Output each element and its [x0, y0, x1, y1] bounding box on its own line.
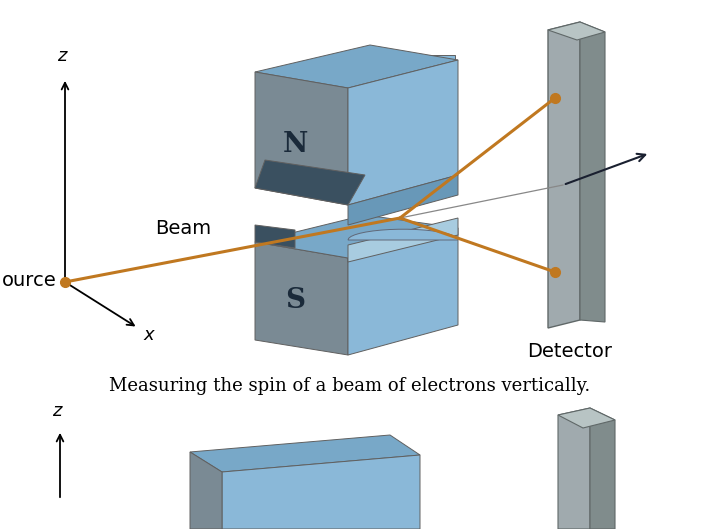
Text: S: S	[285, 287, 305, 314]
Text: Detector: Detector	[528, 342, 613, 361]
Polygon shape	[190, 435, 420, 472]
Polygon shape	[348, 218, 458, 262]
Polygon shape	[348, 60, 458, 205]
Polygon shape	[590, 408, 615, 529]
Polygon shape	[558, 408, 615, 428]
Text: z: z	[53, 402, 62, 420]
Text: N: N	[282, 132, 307, 159]
Text: Beam: Beam	[155, 218, 211, 238]
Text: Measuring the spin of a beam of electrons vertically.: Measuring the spin of a beam of electron…	[109, 377, 590, 395]
Text: ource: ource	[2, 270, 57, 289]
Polygon shape	[255, 45, 458, 88]
Polygon shape	[548, 22, 605, 40]
Polygon shape	[348, 228, 458, 355]
Polygon shape	[348, 175, 458, 225]
Polygon shape	[190, 452, 222, 529]
Polygon shape	[222, 455, 420, 529]
Polygon shape	[548, 22, 580, 328]
Polygon shape	[255, 215, 458, 258]
Polygon shape	[558, 408, 590, 529]
Polygon shape	[580, 22, 605, 322]
Text: z: z	[58, 47, 67, 65]
Polygon shape	[348, 229, 458, 240]
Polygon shape	[255, 160, 365, 205]
Polygon shape	[255, 242, 348, 355]
Polygon shape	[255, 225, 295, 248]
Polygon shape	[335, 55, 455, 195]
Text: x: x	[143, 326, 153, 344]
Polygon shape	[255, 72, 348, 205]
